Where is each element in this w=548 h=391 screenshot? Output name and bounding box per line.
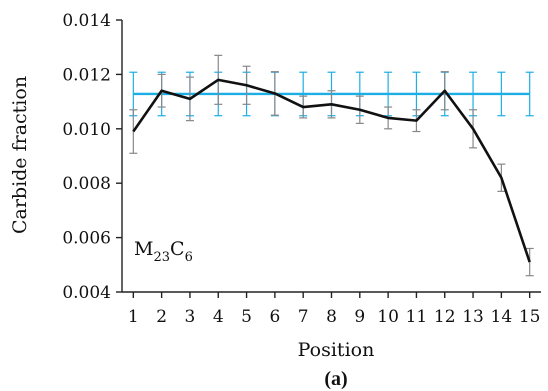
panel-label: (a)	[324, 368, 347, 390]
y-tick-label: 0.012	[62, 65, 111, 85]
y-tick-label: 0.010	[62, 120, 111, 140]
x-tick-label: 10	[377, 307, 399, 327]
y-tick-label: 0.008	[62, 174, 111, 194]
carbide-line	[132, 78, 531, 263]
series-carbide	[129, 54, 534, 277]
x-tick-label: 7	[298, 307, 309, 327]
x-tick-label: 12	[434, 307, 456, 327]
x-tick-label: 8	[326, 307, 337, 327]
x-tick-label: 4	[213, 307, 224, 327]
x-tick-label: 15	[519, 307, 541, 327]
annotation-sub-2: 6	[185, 250, 193, 265]
y-tick-label: 0.006	[62, 229, 111, 249]
x-tick-label: 3	[185, 307, 196, 327]
y-tick-label: 0.014	[62, 11, 111, 31]
series-layer	[129, 54, 534, 277]
x-tick-label: 6	[269, 307, 280, 327]
annotation-base-1: M	[134, 238, 153, 260]
x-tick-label: 9	[354, 307, 365, 327]
x-ticks: 1 2 3 4 5 6 7 8 9 10 11 12 13 14 15	[128, 292, 541, 327]
y-ticks: 0.004 0.006 0.008 0.010 0.012 0.014	[62, 11, 122, 303]
y-axis-label: Carbide fraction	[9, 76, 31, 234]
m23c6-annotation: M23C6	[134, 238, 193, 265]
x-axis-label: Position	[298, 339, 375, 361]
x-tick-label: 1	[128, 307, 139, 327]
x-tick-label: 2	[156, 307, 167, 327]
x-tick-label: 14	[491, 307, 513, 327]
y-tick-label: 0.004	[62, 283, 111, 303]
x-tick-label: 11	[406, 307, 428, 327]
annotation-sub-1: 23	[153, 250, 170, 265]
annotation-base-2: C	[170, 238, 185, 260]
x-tick-label: 5	[241, 307, 252, 327]
x-tick-label: 13	[462, 307, 484, 327]
